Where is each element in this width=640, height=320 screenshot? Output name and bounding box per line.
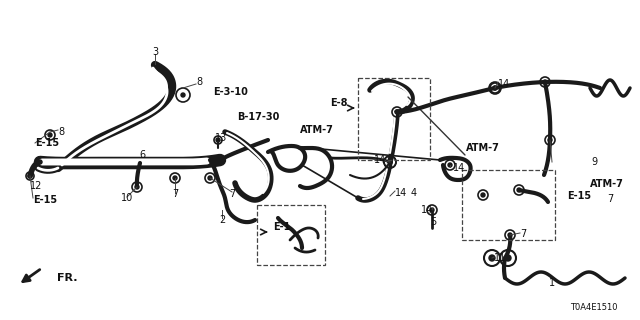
Text: 10: 10: [121, 193, 133, 203]
Text: 14: 14: [374, 155, 387, 165]
Circle shape: [135, 185, 139, 189]
Circle shape: [173, 176, 177, 180]
Text: 6: 6: [139, 150, 145, 160]
Text: 14: 14: [395, 188, 407, 198]
Circle shape: [430, 208, 434, 212]
Bar: [462, 170, 555, 240]
Text: E-15: E-15: [35, 138, 59, 148]
Circle shape: [388, 160, 392, 164]
Text: 14: 14: [498, 79, 510, 89]
Circle shape: [395, 110, 399, 114]
Text: E-8: E-8: [330, 98, 348, 108]
Text: 3: 3: [152, 47, 158, 57]
Bar: [358, 78, 430, 160]
Text: 8: 8: [196, 77, 202, 87]
Circle shape: [493, 86, 497, 90]
Bar: [257, 205, 325, 265]
Circle shape: [548, 138, 552, 142]
Text: 7: 7: [172, 189, 178, 199]
Text: 11: 11: [494, 253, 506, 263]
Circle shape: [181, 93, 185, 97]
Circle shape: [489, 255, 495, 261]
Text: 7: 7: [607, 194, 613, 204]
Text: B-17-30: B-17-30: [237, 112, 280, 122]
Text: 7: 7: [229, 189, 235, 199]
Circle shape: [493, 86, 497, 90]
Circle shape: [28, 174, 32, 178]
Text: 12: 12: [30, 181, 42, 191]
Text: ATM-7: ATM-7: [590, 179, 624, 189]
Text: 13: 13: [215, 133, 227, 143]
Circle shape: [448, 163, 452, 167]
Text: 8: 8: [58, 127, 64, 137]
Text: 14: 14: [420, 205, 433, 215]
Text: 5: 5: [430, 217, 436, 227]
Text: 4: 4: [411, 188, 417, 198]
Circle shape: [216, 138, 220, 142]
Circle shape: [508, 233, 512, 237]
Text: ATM-7: ATM-7: [300, 125, 334, 135]
Text: 7: 7: [520, 229, 526, 239]
Text: E-15: E-15: [33, 195, 57, 205]
Circle shape: [481, 193, 485, 197]
Text: 9: 9: [591, 157, 597, 167]
Text: 1: 1: [549, 278, 555, 288]
Text: E-1: E-1: [273, 222, 291, 232]
Circle shape: [517, 188, 521, 192]
Circle shape: [505, 255, 511, 261]
Circle shape: [208, 176, 212, 180]
Circle shape: [543, 80, 547, 84]
Circle shape: [48, 133, 52, 137]
Text: 2: 2: [219, 215, 225, 225]
Text: ATM-7: ATM-7: [466, 143, 500, 153]
Text: E-3-10: E-3-10: [213, 87, 248, 97]
Text: FR.: FR.: [57, 273, 77, 283]
Text: T0A4E1510: T0A4E1510: [570, 303, 618, 313]
Text: 14: 14: [453, 163, 465, 173]
Text: E-15: E-15: [567, 191, 591, 201]
Circle shape: [388, 160, 392, 164]
